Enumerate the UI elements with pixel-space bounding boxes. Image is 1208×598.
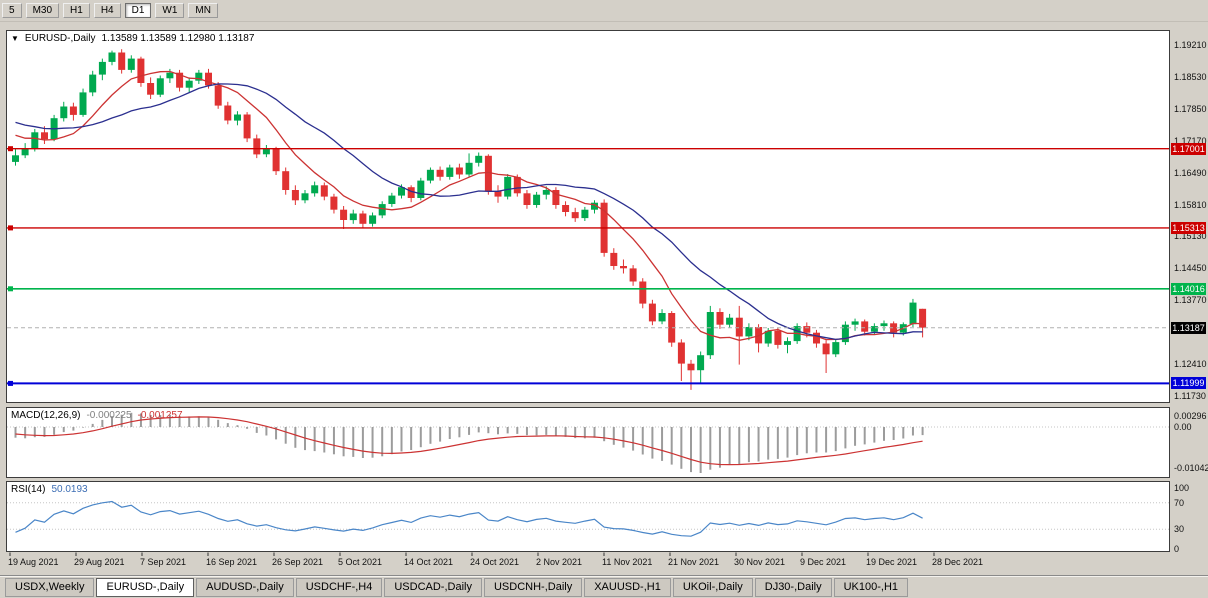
- price-axis-label: 1.13770: [1174, 295, 1207, 306]
- macd-main-value: -0.000225: [86, 410, 132, 421]
- macd-indicator-label: MACD(12,26,9) -0.000225 -0.001257: [11, 410, 183, 421]
- timeframe-toolbar: 5 M30 H1 H4 D1 W1 MN: [0, 0, 1208, 22]
- price-axis-label: 1.17170: [1174, 135, 1207, 146]
- tab-xauusd-h1[interactable]: XAUUSD-,H1: [584, 577, 671, 597]
- date-label: 11 Nov 2021: [602, 557, 653, 567]
- timeframe-button-m30[interactable]: M30: [25, 3, 60, 18]
- timeframe-button-mn[interactable]: MN: [188, 3, 218, 18]
- price-level-badge: 1.15313: [1171, 221, 1206, 234]
- date-label: 19 Aug 2021: [8, 557, 59, 567]
- date-label: 7 Sep 2021: [140, 557, 187, 567]
- price-level-badge: 1.17001: [1171, 142, 1206, 155]
- tab-usdcnh-daily[interactable]: USDCNH-,Daily: [483, 577, 583, 597]
- timeframe-button-w1[interactable]: W1: [155, 3, 185, 18]
- price-level-badge: 1.14016: [1171, 282, 1206, 295]
- date-label: 24 Oct 2021: [470, 557, 520, 567]
- date-label: 19 Dec 2021: [866, 557, 918, 567]
- date-label: 9 Dec 2021: [800, 557, 847, 567]
- date-label: 21 Nov 2021: [668, 557, 720, 567]
- price-level-badge: 1.11999: [1171, 377, 1206, 390]
- macd-axis-label: -0.01042: [1174, 463, 1208, 473]
- chart-ohlc-values: 1.13589 1.13589 1.12980 1.13187: [101, 33, 255, 44]
- price-axis-label: 1.16490: [1174, 167, 1207, 178]
- date-label: 28 Dec 2021: [932, 557, 984, 567]
- price-axis-label: 1.19210: [1174, 40, 1207, 50]
- timeframe-button-h1[interactable]: H1: [63, 3, 90, 18]
- price-chart-panel[interactable]: [6, 30, 1170, 403]
- rsi-indicator-panel[interactable]: [6, 481, 1170, 552]
- chart-symbol-period-label: EURUSD-,Daily: [24, 33, 96, 44]
- tab-usdcad-daily[interactable]: USDCAD-,Daily: [384, 577, 482, 597]
- rsi-name: RSI(14): [11, 484, 46, 495]
- date-label: 16 Sep 2021: [206, 557, 258, 567]
- price-axis-label: 1.15130: [1174, 231, 1207, 242]
- timeframe-button-h4[interactable]: H4: [93, 3, 121, 18]
- chart-tab-bar: USDX,Weekly EURUSD-,Daily AUDUSD-,Daily USD…: [0, 575, 1208, 598]
- rsi-axis-label: 0: [1174, 544, 1180, 554]
- tab-usdchf-h4[interactable]: USDCHF-,H4: [295, 577, 383, 597]
- timeframe-button-5[interactable]: 5: [2, 3, 22, 18]
- chart-title: ▼ EURUSD-,Daily 1.13589 1.13589 1.12980 …: [11, 33, 254, 44]
- date-label: 14 Oct 2021: [404, 557, 454, 567]
- timeframe-button-d1[interactable]: D1: [124, 3, 152, 18]
- rsi-value: 50.0193: [51, 484, 88, 495]
- chart-dropdown-icon[interactable]: ▼: [11, 34, 19, 43]
- price-axis-label: 1.11730: [1174, 391, 1206, 402]
- macd-axis-label: 0.00296: [1174, 411, 1207, 421]
- rsi-axis-label: 100: [1174, 483, 1190, 493]
- date-label: 29 Aug 2021: [74, 557, 125, 567]
- date-label: 2 Nov 2021: [536, 557, 583, 567]
- date-label: 30 Nov 2021: [734, 557, 786, 567]
- tab-uk100-h1[interactable]: UK100-,H1: [833, 577, 909, 597]
- current-price-badge: 1.13187: [1171, 321, 1206, 334]
- price-axis-label: 1.12410: [1174, 359, 1207, 370]
- macd-signal-value: -0.001257: [137, 410, 183, 421]
- rsi-axis-label: 30: [1174, 524, 1185, 535]
- macd-axis-label: 0.00: [1174, 422, 1192, 432]
- rsi-axis-label: 70: [1174, 497, 1185, 508]
- tab-dj30-daily[interactable]: DJ30-,Daily: [754, 577, 832, 597]
- macd-name: MACD(12,26,9): [11, 410, 81, 421]
- date-label: 26 Sep 2021: [272, 557, 324, 567]
- rsi-indicator-label: RSI(14) 50.0193: [11, 484, 88, 495]
- price-axis-label: 1.17850: [1174, 103, 1207, 114]
- tab-eurusd-daily[interactable]: EURUSD-,Daily: [96, 577, 195, 597]
- date-label: 5 Oct 2021: [338, 557, 383, 567]
- tab-ukoil-daily[interactable]: UKOil-,Daily: [672, 577, 753, 597]
- tab-usdx-weekly[interactable]: USDX,Weekly: [5, 577, 95, 597]
- price-axis-label: 1.18530: [1174, 71, 1207, 82]
- price-axis-label: 1.15810: [1174, 199, 1207, 210]
- tab-audusd-daily[interactable]: AUDUSD-,Daily: [196, 577, 294, 597]
- price-axis-label: 1.14450: [1174, 263, 1207, 274]
